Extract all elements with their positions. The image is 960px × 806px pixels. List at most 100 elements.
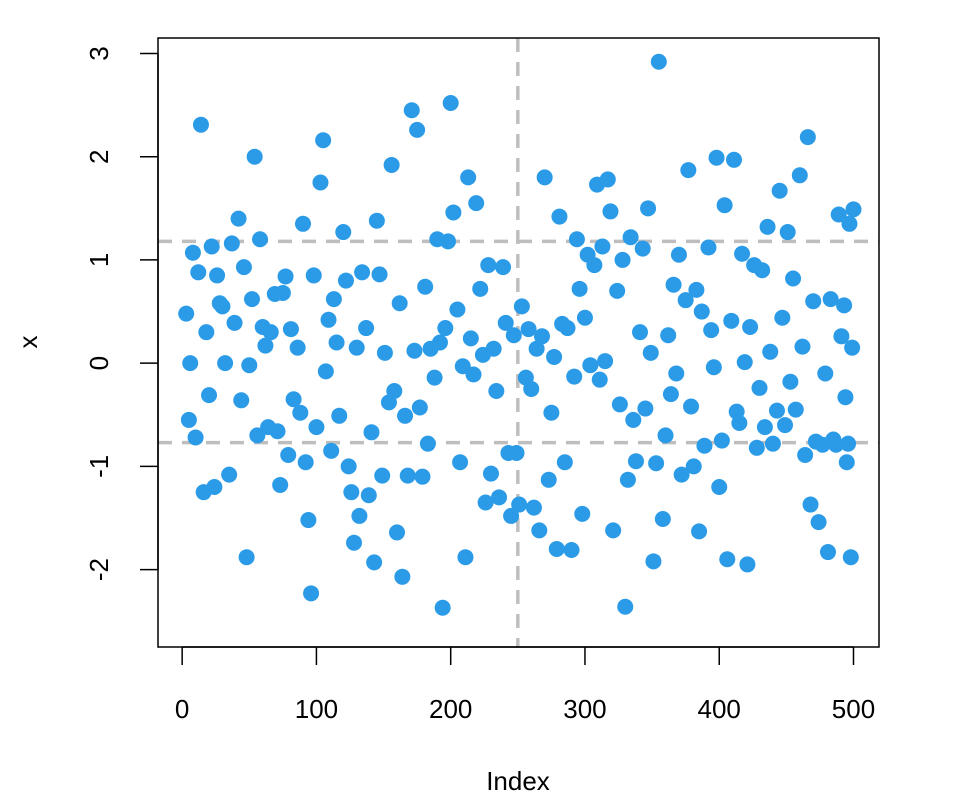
data-point xyxy=(178,305,195,322)
data-point xyxy=(805,293,822,310)
data-point xyxy=(399,467,416,484)
data-point xyxy=(810,514,827,531)
data-point xyxy=(794,338,811,355)
data-point xyxy=(791,167,808,184)
y-tick-label: 1 xyxy=(84,253,114,267)
data-point xyxy=(614,251,631,268)
data-point xyxy=(508,444,525,461)
data-point xyxy=(731,415,748,432)
data-point xyxy=(360,487,377,504)
data-point xyxy=(799,129,816,146)
data-point xyxy=(462,330,479,347)
data-point xyxy=(822,291,839,308)
data-point xyxy=(292,404,309,421)
data-point xyxy=(654,511,671,528)
data-point xyxy=(696,437,713,454)
data-point xyxy=(568,231,585,248)
data-point xyxy=(442,95,459,112)
data-point xyxy=(241,357,258,374)
data-point xyxy=(243,291,260,308)
data-point xyxy=(531,522,548,539)
data-point xyxy=(419,435,436,452)
data-point xyxy=(602,203,619,220)
data-point xyxy=(705,359,722,376)
data-point xyxy=(748,439,765,456)
data-point xyxy=(605,522,622,539)
data-point xyxy=(482,465,499,482)
data-point xyxy=(762,343,779,360)
data-point xyxy=(331,407,348,424)
data-point xyxy=(582,357,599,374)
data-point xyxy=(480,257,497,274)
data-point xyxy=(209,267,226,284)
data-point xyxy=(282,321,299,338)
data-point xyxy=(315,132,332,149)
data-point xyxy=(634,240,651,257)
data-point xyxy=(383,156,400,173)
data-point xyxy=(670,246,687,263)
data-point xyxy=(203,238,220,255)
data-point xyxy=(272,476,289,493)
data-point xyxy=(802,496,819,513)
data-point xyxy=(548,540,565,557)
data-point xyxy=(289,339,306,356)
data-point xyxy=(206,479,223,496)
data-point xyxy=(226,314,243,331)
data-point xyxy=(221,466,238,483)
data-point xyxy=(445,204,462,221)
data-point xyxy=(782,373,799,390)
data-point xyxy=(452,454,469,471)
data-point xyxy=(325,291,342,308)
data-point xyxy=(346,534,363,551)
data-point xyxy=(828,436,845,453)
data-point xyxy=(713,432,730,449)
data-point xyxy=(465,366,482,383)
data-point xyxy=(619,471,636,488)
data-point xyxy=(680,162,697,179)
data-point xyxy=(358,320,375,337)
data-point xyxy=(556,454,573,471)
data-point xyxy=(235,259,252,276)
y-axis: -2 -1 0 1 2 3 xyxy=(84,46,159,581)
data-point xyxy=(397,407,414,424)
x-axis-label: Index xyxy=(486,766,550,796)
data-point xyxy=(308,419,325,436)
data-point xyxy=(693,303,710,320)
data-point xyxy=(708,149,725,166)
data-point xyxy=(637,400,654,417)
data-point xyxy=(665,276,682,293)
data-point xyxy=(503,507,520,524)
data-point xyxy=(297,454,314,471)
data-point xyxy=(711,479,728,496)
data-point xyxy=(842,549,859,566)
data-point xyxy=(599,171,616,188)
data-point xyxy=(645,553,662,570)
data-point xyxy=(280,447,297,464)
x-axis: 0 100 200 300 400 500 xyxy=(175,646,875,724)
data-point xyxy=(830,206,847,223)
data-point xyxy=(300,512,317,529)
data-point xyxy=(597,353,614,370)
data-point xyxy=(388,524,405,541)
data-point xyxy=(551,208,568,225)
data-point xyxy=(323,442,340,459)
data-point xyxy=(485,340,502,357)
data-point xyxy=(627,453,644,470)
data-point xyxy=(214,298,231,315)
data-point xyxy=(285,391,302,408)
data-point xyxy=(472,280,489,297)
data-point xyxy=(198,324,215,341)
data-point xyxy=(513,298,530,315)
data-point xyxy=(520,321,537,338)
data-point xyxy=(230,210,247,227)
data-point xyxy=(662,386,679,403)
data-point xyxy=(252,231,269,248)
data-point xyxy=(648,455,665,472)
data-point xyxy=(533,328,550,345)
data-point xyxy=(703,322,720,339)
data-point xyxy=(625,411,642,428)
data-point xyxy=(622,229,639,246)
